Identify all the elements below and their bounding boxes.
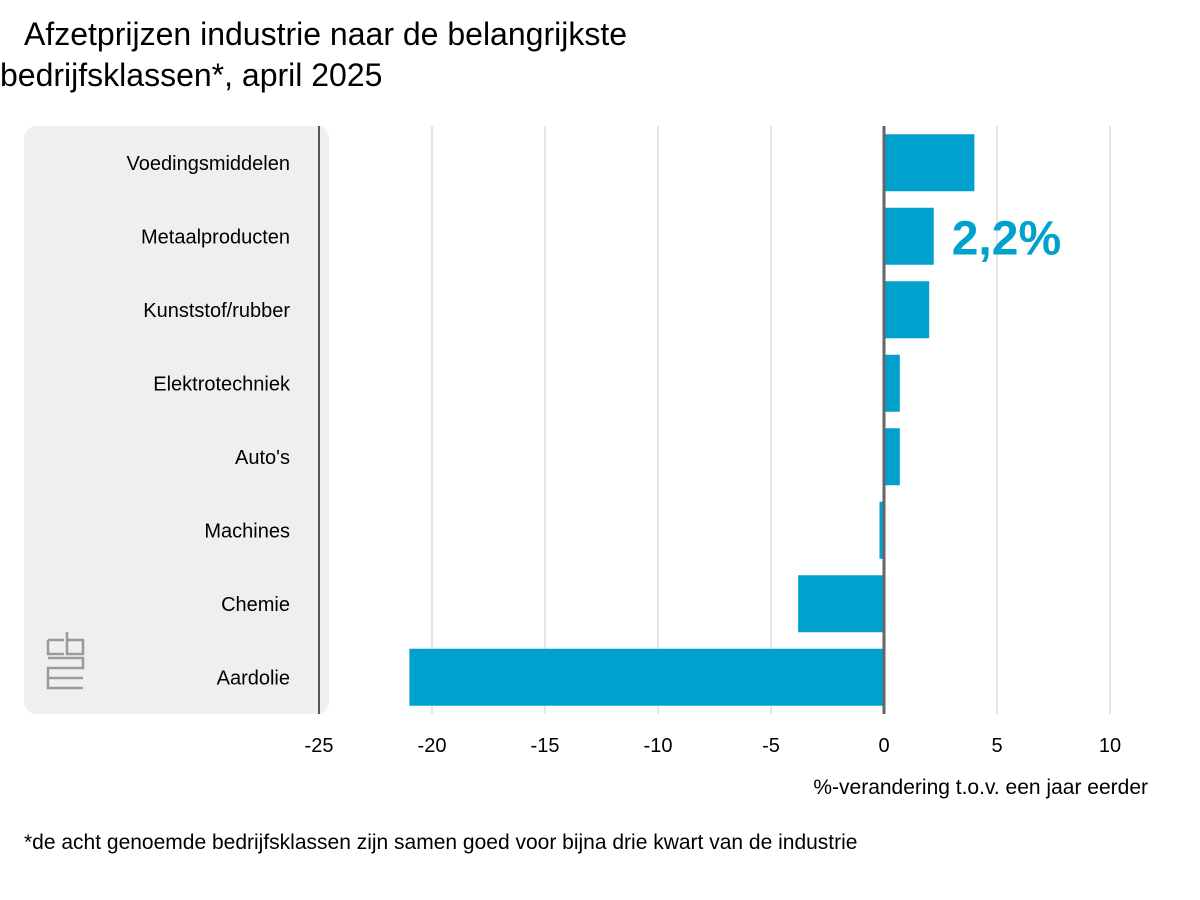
x-tick-label: 5 xyxy=(991,735,1002,757)
x-axis-label: %-verandering t.o.v. een jaar eerder xyxy=(813,776,1148,799)
bar xyxy=(884,354,900,412)
x-tick-label: -5 xyxy=(762,735,780,757)
category-label: Aardolie xyxy=(217,667,290,689)
category-label: Auto's xyxy=(235,447,290,469)
category-label: Chemie xyxy=(221,594,290,616)
bar xyxy=(409,648,884,706)
category-label: Elektrotechniek xyxy=(153,373,291,395)
bar xyxy=(884,207,934,265)
chart-title-line-1: Afzetprijzen industrie naar de belangrij… xyxy=(24,16,627,52)
bar xyxy=(879,501,884,559)
category-panel xyxy=(24,126,329,714)
bar xyxy=(884,281,930,339)
footnote: *de acht genoemde bedrijfsklassen zijn s… xyxy=(24,831,858,854)
x-tick-label: -25 xyxy=(305,735,334,757)
category-label: Machines xyxy=(204,520,290,542)
bar xyxy=(884,428,900,486)
bar-chart: -25 -20 -15 -10 -5 0 5 10 Voedingsmiddelen Metaal… xyxy=(24,126,1148,799)
x-tick-label: -10 xyxy=(644,735,673,757)
bar xyxy=(798,575,884,633)
cbs-logo-icon xyxy=(46,632,85,690)
category-label: Metaalproducten xyxy=(141,226,290,248)
x-tick-label: -20 xyxy=(418,735,447,757)
x-tick-label: -15 xyxy=(531,735,560,757)
bar xyxy=(884,134,975,192)
highlight-annotation: 2,2% xyxy=(952,212,1061,265)
chart-title-line-2: bedrijfsklassen*, april 2025 xyxy=(0,57,383,93)
x-tick-label: 0 xyxy=(878,735,889,757)
category-label: Kunststof/rubber xyxy=(143,300,290,322)
x-tick-label: 10 xyxy=(1099,735,1121,757)
category-label: Voedingsmiddelen xyxy=(127,153,290,175)
